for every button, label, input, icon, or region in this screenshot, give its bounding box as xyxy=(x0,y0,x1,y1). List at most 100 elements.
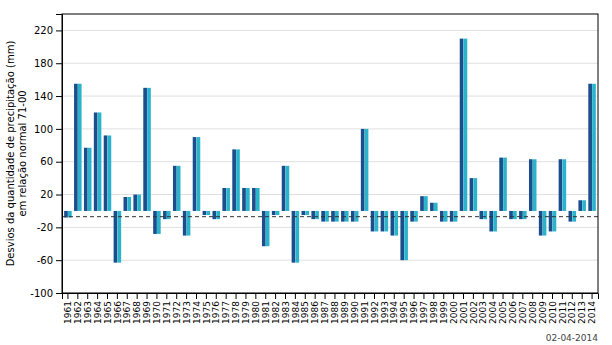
bar xyxy=(157,211,161,234)
x-tick-mark xyxy=(592,293,593,299)
x-tick-label: 1979 xyxy=(241,301,251,324)
x-tick-label: 1996 xyxy=(409,301,419,324)
x-tick-mark xyxy=(453,293,454,299)
x-tick: 1996 xyxy=(409,293,419,324)
x-tick-mark xyxy=(295,293,296,299)
x-tick-label: 1981 xyxy=(261,301,271,324)
bar xyxy=(213,211,217,219)
x-tick: 1999 xyxy=(439,293,449,324)
x-tick: 1988 xyxy=(330,293,340,324)
x-tick-label: 2013 xyxy=(577,301,587,324)
x-tick-label: 1987 xyxy=(320,301,330,324)
bar xyxy=(98,112,102,210)
x-tick: 1976 xyxy=(211,293,221,324)
x-tick-label: 2007 xyxy=(518,301,528,324)
bar xyxy=(315,211,319,219)
bar xyxy=(473,178,477,211)
x-tick-mark xyxy=(196,293,197,299)
bar xyxy=(108,135,112,210)
x-tick-mark xyxy=(305,293,306,299)
x-tick-mark xyxy=(156,293,157,299)
bar xyxy=(295,211,299,263)
bar xyxy=(187,211,191,236)
x-tick-mark xyxy=(137,293,138,299)
grid-line xyxy=(62,96,598,97)
grid-line xyxy=(62,194,598,195)
x-tick: 1973 xyxy=(182,293,192,324)
x-tick-label: 2002 xyxy=(469,301,479,324)
x-tick: 1962 xyxy=(73,293,83,324)
bar xyxy=(193,137,197,211)
x-tick-label: 2005 xyxy=(498,301,508,324)
y-tick: 60 xyxy=(40,156,62,167)
x-tick-label: 1989 xyxy=(340,301,350,324)
x-tick: 1993 xyxy=(380,293,390,324)
y-tick: -100 xyxy=(30,288,62,299)
bar xyxy=(127,197,131,211)
bar xyxy=(94,112,98,210)
bar xyxy=(592,84,596,211)
axis-domain xyxy=(56,15,63,294)
bar xyxy=(147,88,151,211)
x-tick-label: 1972 xyxy=(172,301,182,324)
x-tick-label: 2009 xyxy=(538,301,548,324)
x-tick-label: 1991 xyxy=(360,301,370,324)
x-tick-label: 1963 xyxy=(83,301,93,324)
x-tick-label: 2012 xyxy=(567,301,577,324)
bar xyxy=(272,211,276,215)
x-tick-mark xyxy=(542,293,543,299)
bar xyxy=(305,211,309,215)
x-tick-label: 1973 xyxy=(182,301,192,324)
x-tick-label: 1975 xyxy=(202,301,212,324)
bar xyxy=(124,197,128,211)
x-tick-label: 1969 xyxy=(142,301,152,324)
bar xyxy=(361,129,365,211)
y-tick-mark xyxy=(56,96,62,97)
x-tick: 1966 xyxy=(113,293,123,324)
x-tick-mark xyxy=(166,293,167,299)
bar xyxy=(384,211,388,232)
bar xyxy=(311,211,315,219)
x-tick: 2008 xyxy=(528,293,538,324)
x-tick-mark xyxy=(354,293,355,299)
x-tick: 1975 xyxy=(202,293,212,324)
x-tick-mark xyxy=(117,293,118,299)
y-tick-mark xyxy=(56,162,62,163)
y-tick-label: 60 xyxy=(40,156,53,167)
x-tick-mark xyxy=(107,293,108,299)
y-tick: -20 xyxy=(37,222,62,233)
x-tick-mark xyxy=(473,293,474,299)
bar xyxy=(430,203,434,211)
x-tick: 1985 xyxy=(300,293,310,324)
x-tick-label: 2011 xyxy=(558,301,568,324)
y-tick-label: 140 xyxy=(34,91,53,102)
x-tick: 2004 xyxy=(488,293,498,324)
bar xyxy=(167,211,171,219)
x-tick-mark xyxy=(87,293,88,299)
x-tick-mark xyxy=(275,293,276,299)
x-tick-mark xyxy=(186,293,187,299)
grid-line xyxy=(62,30,598,31)
x-tick: 1967 xyxy=(122,293,132,324)
x-tick-label: 1983 xyxy=(281,301,291,324)
plot-frame xyxy=(62,14,598,293)
bar xyxy=(420,196,424,211)
x-tick: 1984 xyxy=(291,293,301,324)
x-tick-mark xyxy=(344,293,345,299)
x-tick-label: 1974 xyxy=(192,301,202,324)
bar xyxy=(246,188,250,211)
x-tick-label: 1982 xyxy=(271,301,281,324)
x-tick: 1979 xyxy=(241,293,251,324)
x-tick-mark xyxy=(572,293,573,299)
x-tick-label: 1980 xyxy=(251,301,261,324)
grid-line xyxy=(62,63,598,64)
bar xyxy=(292,211,296,263)
x-tick: 1994 xyxy=(389,293,399,324)
x-tick: 1981 xyxy=(261,293,271,324)
bar xyxy=(519,211,523,219)
plot: -100-60-20206010014018022019611962196319… xyxy=(30,14,598,324)
y-tick-label: 20 xyxy=(40,189,53,200)
grid-line xyxy=(62,161,598,162)
x-tick: 1964 xyxy=(93,293,103,324)
bar xyxy=(222,188,226,211)
